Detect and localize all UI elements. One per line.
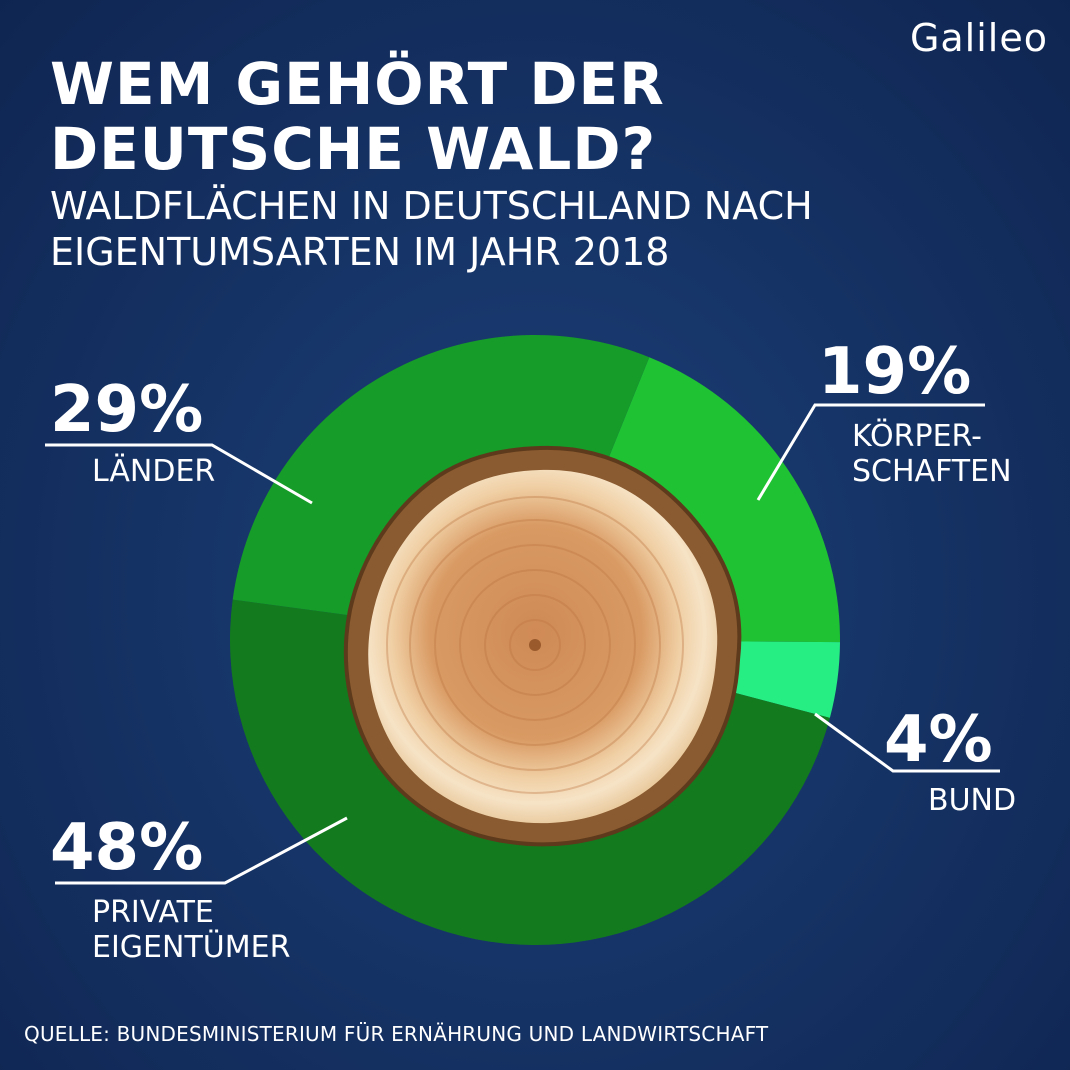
leader-koerperschaften [756, 403, 985, 501]
label-laender: LÄNDER [92, 454, 216, 489]
label-private-line-1: PRIVATE [92, 895, 214, 930]
slice-bund [709, 641, 840, 718]
subtitle-line-2: EIGENTUMSARTEN IM JAHR 2018 [50, 230, 670, 274]
subtitle-line-1: WALDFLÄCHEN IN DEUTSCHLAND NACH [50, 184, 813, 228]
label-private-line-2: EIGENTÜMER [92, 930, 291, 965]
leader-private [55, 816, 348, 885]
label-bund: BUND [928, 783, 1017, 818]
sapwood [368, 469, 718, 824]
pct-laender: 29% [50, 373, 204, 447]
pct-koerperschaften: 19% [818, 335, 972, 409]
title-line-2: DEUTSCHE WALD? [50, 115, 657, 183]
label-koerperschaften-line-1: KÖRPER- [852, 419, 982, 454]
slice-private [229, 599, 830, 946]
pct-bund: 4% [884, 703, 993, 777]
label-koerperschaften-line-2: SCHAFTEN [852, 454, 1012, 489]
galileo-logo: Galileo [909, 16, 1048, 60]
leader-bund [814, 712, 1000, 773]
stump-core [529, 639, 541, 651]
source-note: QUELLE: BUNDESMINISTERIUM FÜR ERNÄHRUNG … [24, 1022, 769, 1046]
title-line-1: WEM GEHÖRT DER [50, 50, 665, 118]
leader-laender [45, 443, 313, 505]
slice-koerperschaften [602, 357, 840, 643]
pct-private: 48% [50, 811, 204, 885]
tree-stump-image [343, 445, 742, 847]
